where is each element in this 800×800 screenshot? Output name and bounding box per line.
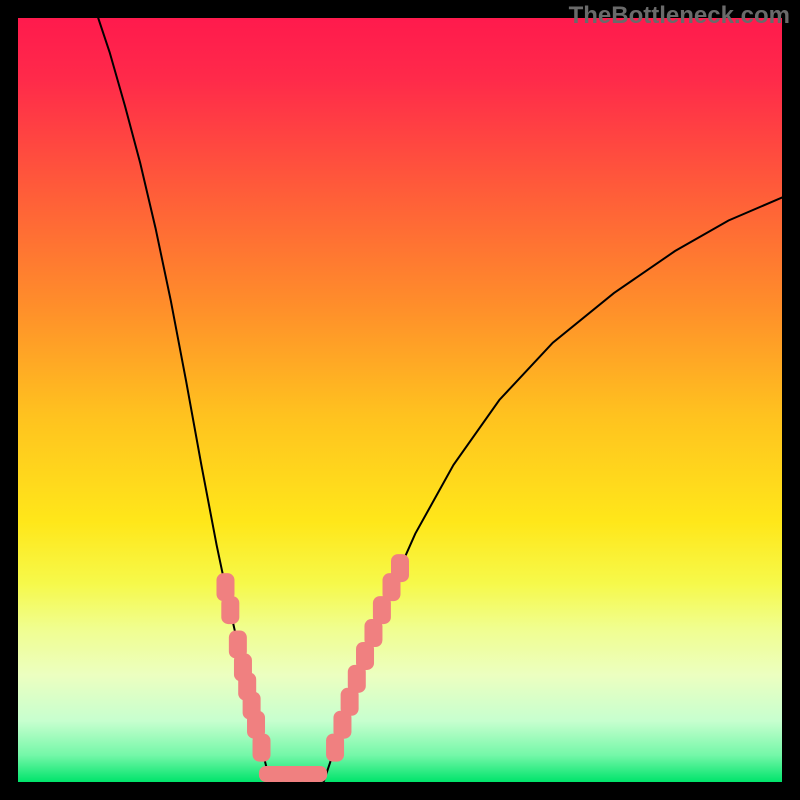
data-marker [391,554,409,582]
data-marker [253,734,271,762]
chart-container: TheBottleneck.com [0,0,800,800]
source-watermark: TheBottleneck.com [569,2,790,30]
data-marker [221,596,239,624]
bottleneck-chart [0,0,800,800]
data-marker [297,766,327,782]
